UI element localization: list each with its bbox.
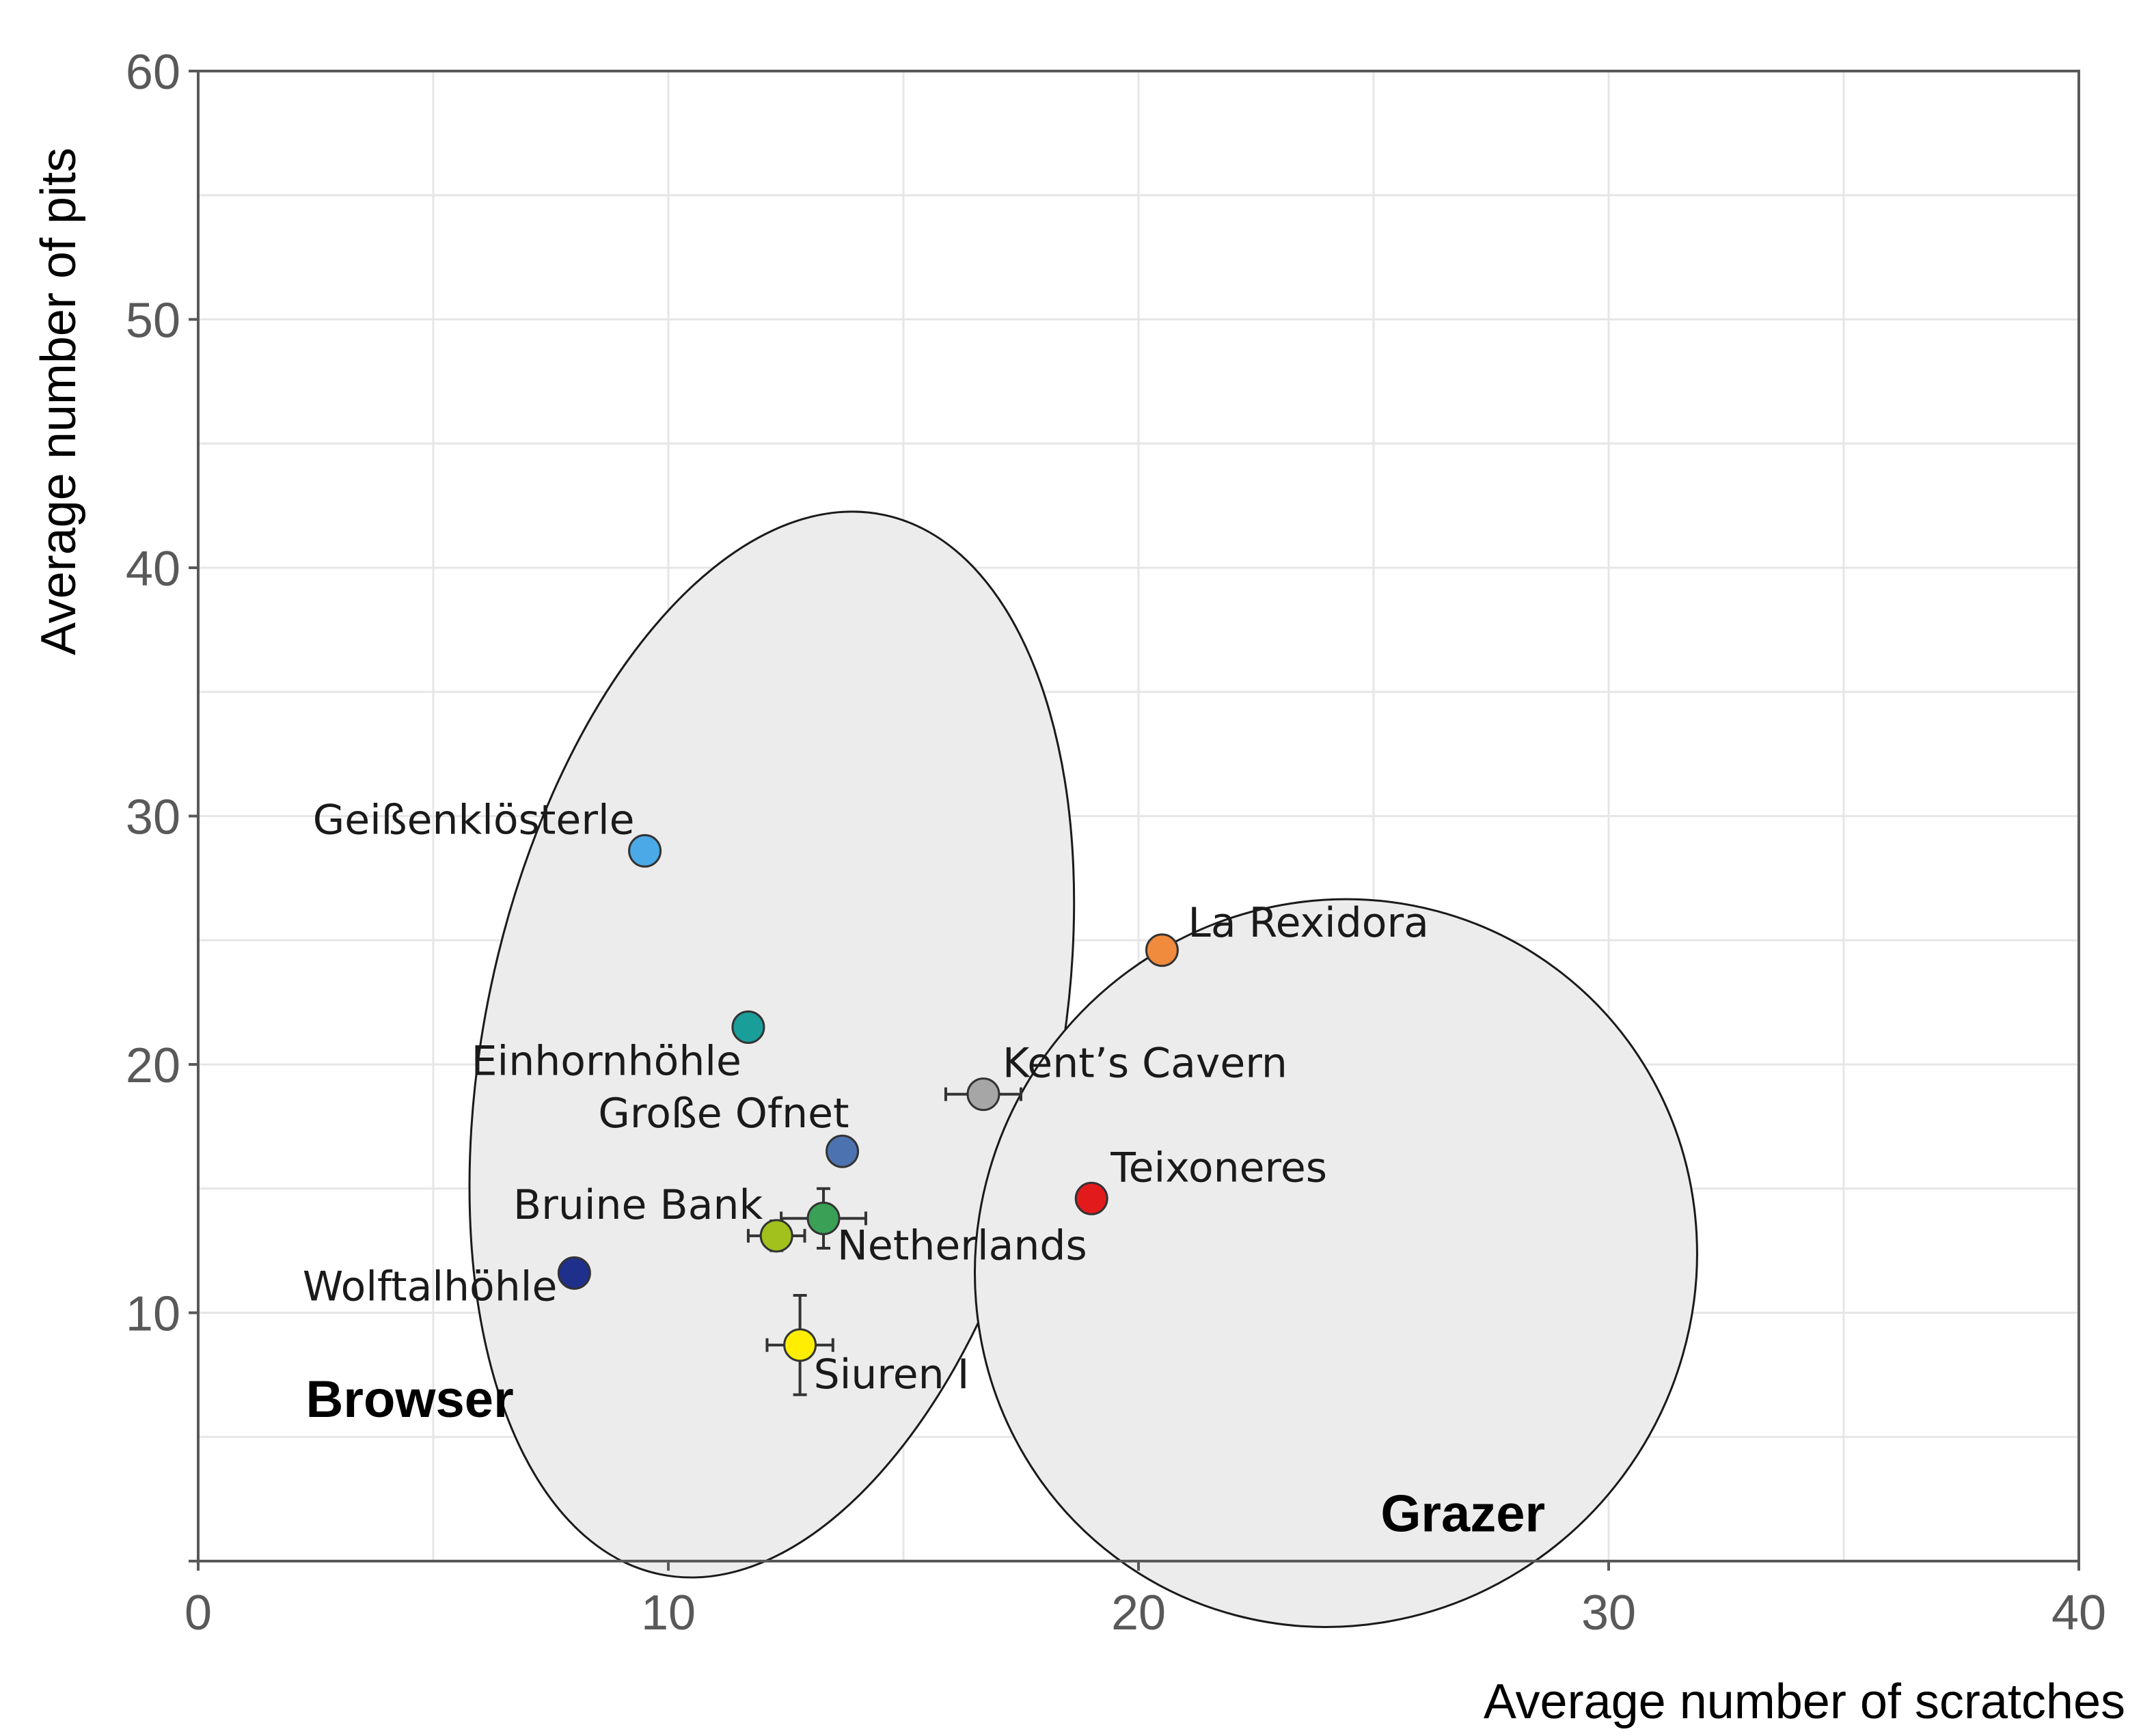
point-label-siuren-i: Siuren I: [814, 1351, 970, 1399]
x-tick-label: 10: [641, 1586, 696, 1640]
y-tick-label: 60: [126, 45, 180, 100]
data-point-wolftalh-hle: [557, 1256, 591, 1290]
x-tick-label: 0: [185, 1586, 212, 1640]
data-points: [557, 833, 1179, 1362]
zone-label-grazer: Grazer: [1380, 1485, 1545, 1543]
data-point-gei-enkl-sterle: [628, 833, 662, 868]
zone-labels: Browser Grazer: [306, 1370, 1546, 1543]
y-axis-title: Average number of pits: [31, 148, 86, 655]
data-point-teixoneres: [1074, 1181, 1108, 1215]
point-label-gei-enkl-sterle: Geißenklösterle: [313, 796, 635, 844]
point-label-teixoneres: Teixoneres: [1110, 1144, 1327, 1191]
y-tick-label: 20: [126, 1038, 180, 1093]
x-tick-label: 30: [1581, 1586, 1636, 1640]
region-ellipse-grazer: [974, 898, 1698, 1628]
data-point-netherlands: [806, 1201, 841, 1235]
y-tick-label: 40: [126, 542, 180, 596]
y-tick-label: 50: [126, 294, 180, 348]
data-point-siuren-i: [783, 1328, 817, 1362]
data-point-einhornh-hle: [731, 1010, 765, 1044]
point-label-einhornh-hle: Einhornhöhle: [472, 1037, 741, 1085]
x-axis-title: Average number of scratches: [1484, 1675, 2125, 1729]
x-tick-label: 20: [1111, 1586, 1166, 1640]
point-label-bruine-bank: Bruine Bank: [513, 1181, 763, 1229]
x-tick-label: 40: [2051, 1586, 2106, 1640]
regions: [468, 510, 1698, 1628]
data-point-kent-s-cavern: [966, 1077, 1000, 1112]
axis-ticks: 0 10 20 30 40 10 20 30 40 50 60: [126, 45, 2106, 1640]
point-label-netherlands: Netherlands: [837, 1222, 1087, 1269]
y-tick-label: 10: [126, 1287, 180, 1342]
point-labels: Geißenklösterle Einhornhöhle Große Ofnet Br…: [303, 796, 1429, 1398]
y-tick-label: 30: [126, 790, 180, 845]
data-point-gro-e-ofnet: [826, 1134, 860, 1168]
data-point-la-rexidora: [1145, 933, 1179, 967]
point-label-la-rexidora: La Rexidora: [1188, 899, 1429, 947]
data-point-bruine-bank: [759, 1219, 793, 1253]
zone-label-browser: Browser: [306, 1370, 514, 1429]
point-label-kent-s-cavern: Kent’s Cavern: [1003, 1040, 1287, 1088]
point-label-wolftalh-hle: Wolftalhöhle: [303, 1263, 558, 1310]
point-label-gro-e-ofnet: Große Ofnet: [598, 1090, 849, 1138]
